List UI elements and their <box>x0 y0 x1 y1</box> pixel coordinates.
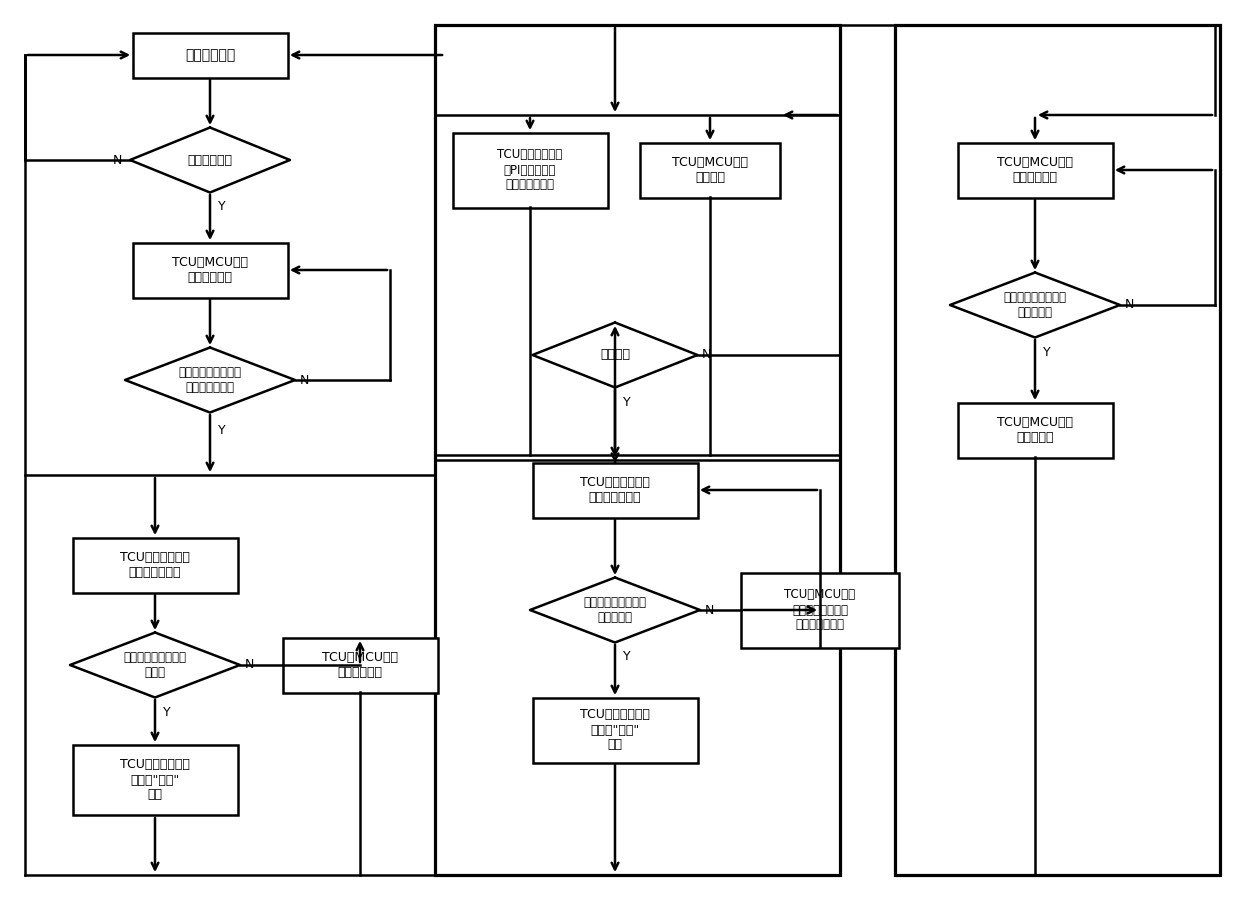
Bar <box>72 538 238 593</box>
Bar <box>453 132 608 207</box>
Text: Y: Y <box>218 423 226 436</box>
Bar <box>742 572 899 648</box>
Polygon shape <box>69 633 241 697</box>
Text: 车辆正常行驶: 车辆正常行驶 <box>185 48 236 62</box>
Text: Y: Y <box>162 705 171 718</box>
Bar <box>283 638 438 693</box>
Text: TCU向MCU发送
扭矩加载指令: TCU向MCU发送 扭矩加载指令 <box>997 156 1073 184</box>
Bar <box>957 403 1112 458</box>
Polygon shape <box>529 578 701 642</box>
Bar <box>72 745 238 815</box>
Text: N: N <box>300 374 309 387</box>
Text: TCU向MCU发送
限定阈值范围的随
机扭矩控制指令: TCU向MCU发送 限定阈值范围的随 机扭矩控制指令 <box>785 588 856 632</box>
Text: Y: Y <box>622 651 631 663</box>
Bar <box>133 32 288 77</box>
Text: 目标档位更新: 目标档位更新 <box>187 153 233 167</box>
Text: 转速同步: 转速同步 <box>600 349 630 361</box>
Text: TCU对换挡电机进
行扭矩"刹车"
控制: TCU对换挡电机进 行扭矩"刹车" 控制 <box>120 759 190 802</box>
Polygon shape <box>532 323 697 387</box>
Text: N: N <box>1125 298 1135 312</box>
Text: N: N <box>246 659 254 671</box>
Text: 驱动电机扭矩大于加
载扭矩阈值: 驱动电机扭矩大于加 载扭矩阈值 <box>1003 291 1066 319</box>
Text: N: N <box>706 604 714 616</box>
Text: TCU对换挡电机进
行主动扭矩控制: TCU对换挡电机进 行主动扭矩控制 <box>580 476 650 504</box>
Text: TCU向MCU发送
扭矩卸载指令: TCU向MCU发送 扭矩卸载指令 <box>172 256 248 284</box>
Bar <box>532 697 697 762</box>
Polygon shape <box>130 128 290 193</box>
Text: Y: Y <box>1043 345 1050 359</box>
Text: N: N <box>702 349 712 361</box>
Text: TCU向MCU发送
调速指令: TCU向MCU发送 调速指令 <box>672 156 748 184</box>
Polygon shape <box>125 348 295 413</box>
Text: TCU对换挡电机进
行主动扭矩控制: TCU对换挡电机进 行主动扭矩控制 <box>120 551 190 579</box>
Text: 换挡位移进入空挡阈
值范围: 换挡位移进入空挡阈 值范围 <box>124 651 186 679</box>
Text: TCU向MCU发送
自由模式指令: TCU向MCU发送 自由模式指令 <box>322 651 398 679</box>
Bar <box>133 242 288 297</box>
Text: TCU对换挡电机进
行PI控制保证位
移处于空挡范围: TCU对换挡电机进 行PI控制保证位 移处于空挡范围 <box>497 149 563 192</box>
Text: TCU对换挡电机进
行扭矩"抵消"
控制: TCU对换挡电机进 行扭矩"抵消" 控制 <box>580 708 650 751</box>
Text: Y: Y <box>622 396 631 408</box>
Bar <box>435 25 839 875</box>
Bar <box>895 25 1220 875</box>
Text: N: N <box>113 153 122 167</box>
Text: Y: Y <box>218 201 226 214</box>
Bar <box>532 462 697 517</box>
Text: 换挡位移进入目标档
位阈值范围: 换挡位移进入目标档 位阈值范围 <box>584 596 646 624</box>
Text: TCU向MCU发送
不控制指令: TCU向MCU发送 不控制指令 <box>997 416 1073 444</box>
Polygon shape <box>950 272 1120 338</box>
Bar <box>640 142 780 197</box>
Bar <box>957 142 1112 197</box>
Text: 驱动电机扭矩低于自
由状态扭矩阈值: 驱动电机扭矩低于自 由状态扭矩阈值 <box>179 366 242 394</box>
